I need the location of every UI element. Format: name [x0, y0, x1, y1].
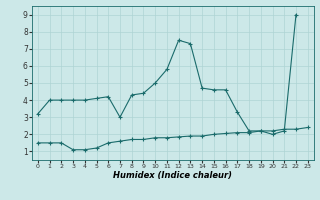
X-axis label: Humidex (Indice chaleur): Humidex (Indice chaleur)	[113, 171, 232, 180]
